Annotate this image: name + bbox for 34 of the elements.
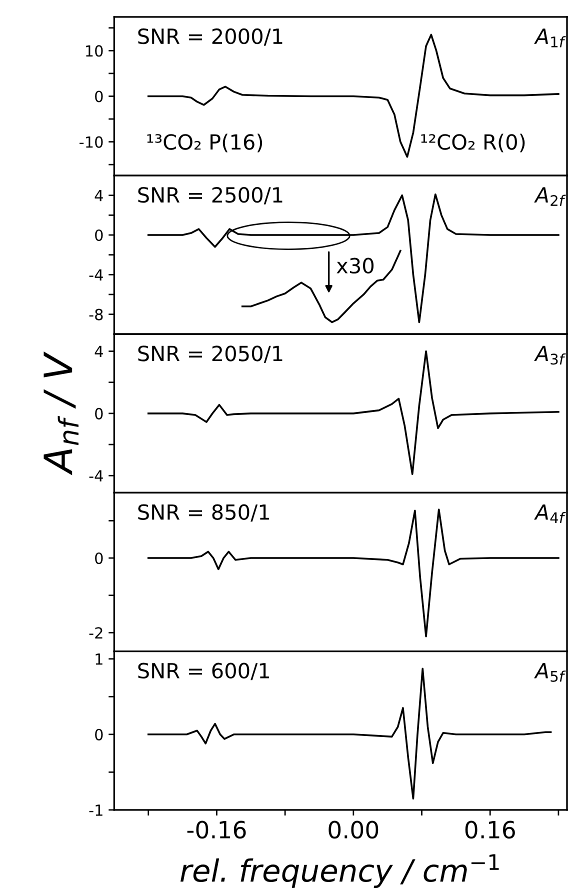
x-axis-title: rel. frequency / cm$^{−1}$ (180, 854, 499, 888)
line-series (241, 250, 402, 324)
text: A$_{3f}$ (534, 346, 566, 365)
annotation: SNR = 600/1 (138, 662, 269, 680)
y-tick-label: 4 (94, 346, 103, 358)
y-tick-label: -4 (89, 269, 103, 280)
y-tick-label: 0 (95, 552, 103, 564)
y-tick-label: -2 (89, 627, 102, 638)
y-tick-label: -4 (89, 470, 103, 482)
text: A$_{1f}$ (534, 28, 566, 48)
y-tick-label: 4 (94, 190, 103, 202)
annotation: SNR = 2000/1 (138, 28, 282, 46)
annotation: x30 (336, 258, 374, 274)
y-tick-label: -10 (80, 136, 103, 148)
y-tick-label: 1 (96, 654, 102, 665)
y-tick-label: -8 (89, 308, 103, 320)
y-axis-title: A$_{nf}$ / V (44, 352, 78, 476)
annotation: SNR = 850/1 (138, 504, 269, 522)
x-tick-label: -0.16 (187, 820, 246, 839)
y-tick-label: -1 (89, 804, 102, 816)
annotation: SNR = 2500/1 (138, 186, 282, 204)
y-tick-label: 0 (95, 728, 103, 740)
text: A$_{2f}$ (534, 187, 566, 206)
x-tick-label: 0.16 (465, 820, 515, 839)
y-tick-label: 0 (95, 408, 103, 420)
x-tick-label: 0.00 (328, 820, 378, 839)
annotation: ¹²CO₂ R(0) (421, 134, 525, 152)
y-tick-label: 0 (95, 229, 103, 242)
text: A$_{5f}$ (534, 663, 566, 682)
y-tick-label: 10 (86, 45, 103, 57)
y-tick-label: 0 (95, 90, 103, 102)
annotation: SNR = 2050/1 (138, 346, 282, 363)
annotation: ¹³CO₂ P(16) (147, 134, 262, 152)
text: A$_{4f}$ (534, 504, 566, 524)
